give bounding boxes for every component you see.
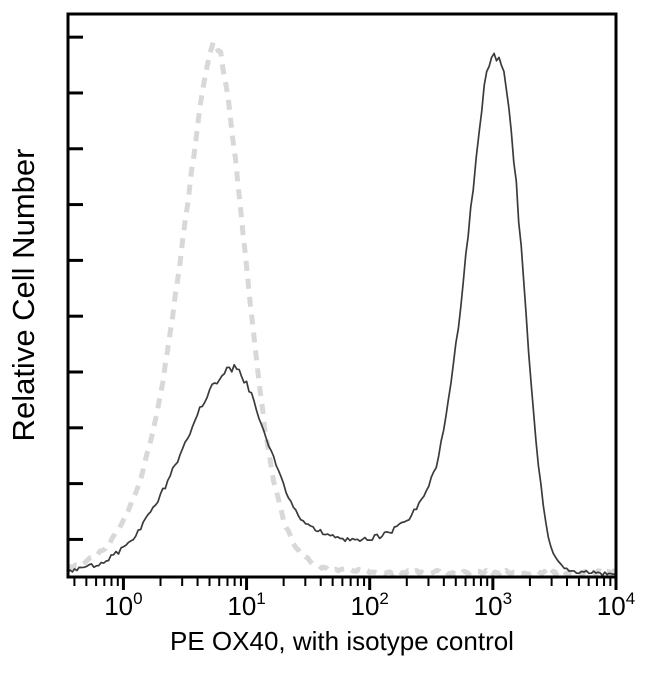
- x-tick-label: 102: [351, 589, 389, 621]
- isotype-control-curve: [69, 39, 615, 576]
- ox40-curve-layer: [69, 52, 615, 576]
- x-tick-label: 101: [227, 589, 265, 621]
- y-axis-title: Relative Cell Number: [6, 149, 41, 442]
- plot-frame: [66, 12, 618, 579]
- isotype-control-curve-layer: [69, 39, 615, 576]
- x-axis-ticks: [73, 578, 618, 590]
- y-axis-ticks: [69, 35, 83, 541]
- x-tick-label: 103: [474, 589, 512, 621]
- x-tick-label: 104: [597, 589, 635, 621]
- plot-border: [66, 12, 618, 579]
- x-axis-title: PE OX40, with isotype control: [170, 626, 514, 656]
- x-axis-tick-labels: 100 101 102 103 104: [104, 589, 635, 621]
- pe-ox40-curve: [69, 52, 615, 576]
- x-tick-label: 100: [104, 589, 142, 621]
